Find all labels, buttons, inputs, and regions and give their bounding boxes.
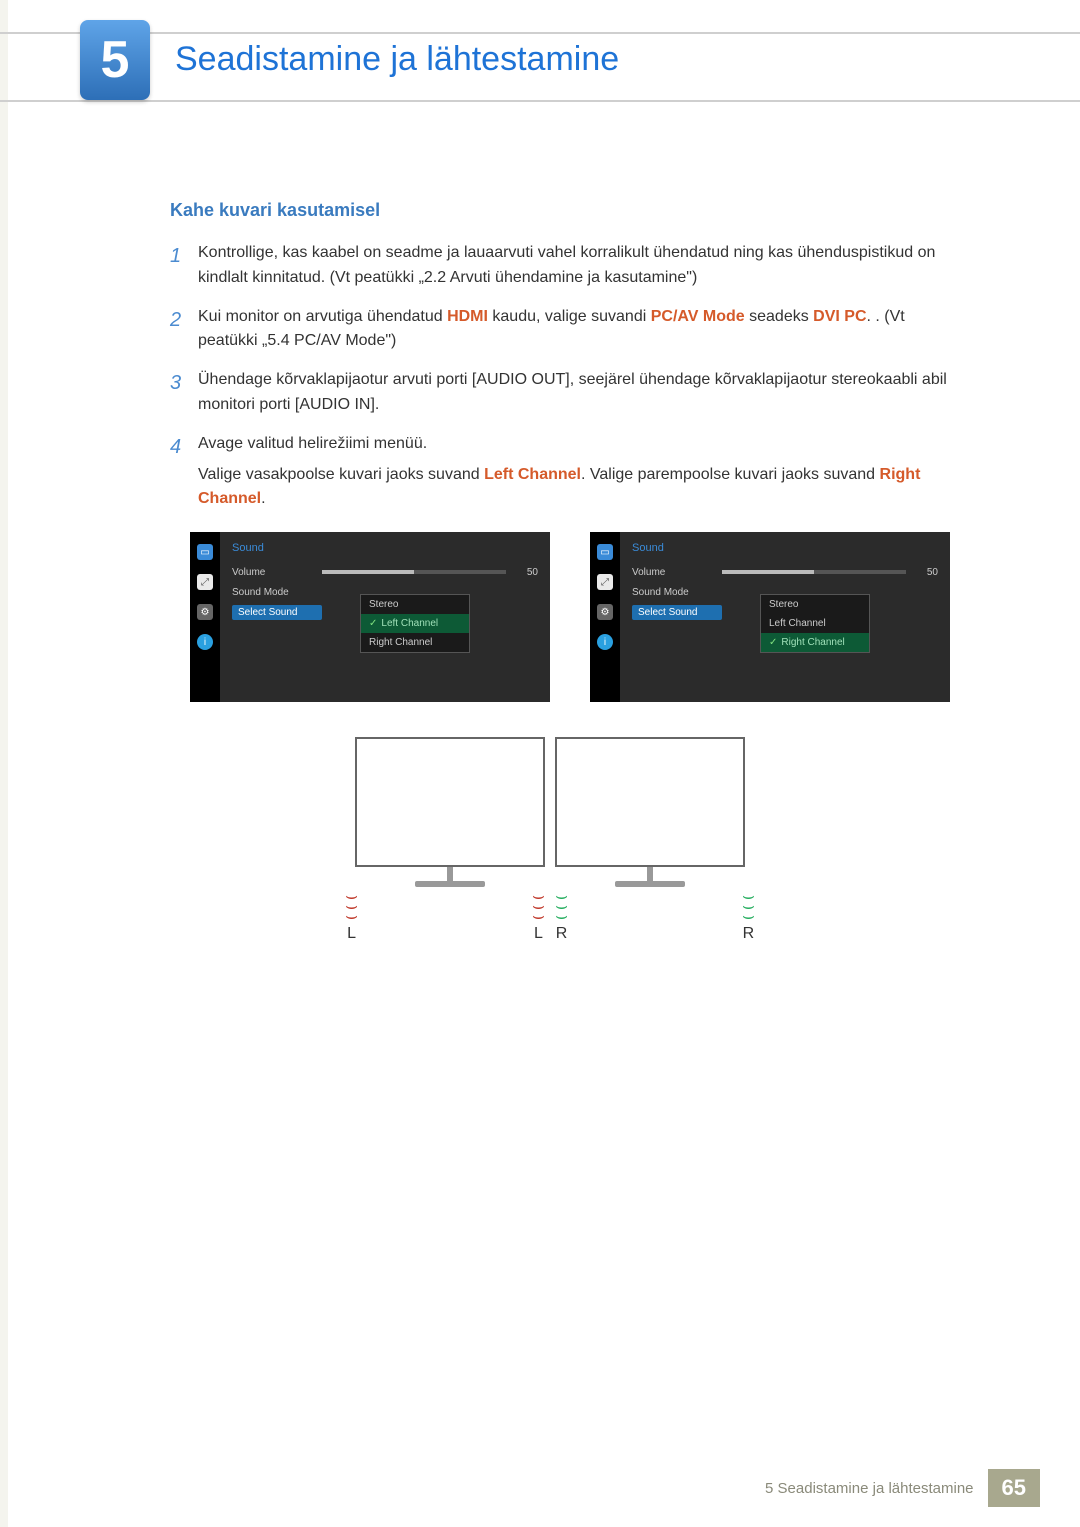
monitor-left xyxy=(355,737,545,887)
osd-option[interactable]: Stereo xyxy=(361,595,469,614)
sound-wave-icon: ⌣⌣⌣ xyxy=(532,891,545,921)
osd-option[interactable]: ✓ Left Channel xyxy=(361,614,469,633)
step-text: Kui monitor on arvutiga ühendatud xyxy=(198,308,447,325)
chapter-badge: 5 xyxy=(80,20,150,100)
osd-option-label: Stereo xyxy=(369,599,398,610)
info-icon[interactable]: i xyxy=(197,634,213,650)
step-number: 2 xyxy=(170,305,198,355)
osd-iconbar: ▭ ⤢ ⚙ i xyxy=(590,532,620,702)
speaker-label: L xyxy=(534,925,543,943)
sound-wave-icon: ⌣⌣⌣ xyxy=(742,891,755,921)
osd-option-label: Right Channel xyxy=(781,637,844,648)
osd-option-label: Stereo xyxy=(769,599,798,610)
volume-slider[interactable] xyxy=(722,570,906,574)
speaker-l-inner: ⌣⌣⌣ L xyxy=(532,891,545,943)
chapter-title: Seadistamine ja lähtestamine xyxy=(175,40,619,79)
check-icon: ✓ xyxy=(369,618,377,629)
osd-option[interactable]: ✓ Right Channel xyxy=(761,633,869,652)
step: 3Ühendage kõrvaklapijaotur arvuti porti … xyxy=(170,368,960,418)
speaker-r-outer: ⌣⌣⌣ R xyxy=(742,891,755,943)
step-text: Avage valitud helirežiimi menüü. xyxy=(198,435,427,452)
picture-icon[interactable]: ▭ xyxy=(597,544,613,560)
step-text: . Valige parempoolse kuvari jaoks suvand xyxy=(581,466,880,483)
step-body: Ühendage kõrvaklapijaotur arvuti porti [… xyxy=(198,368,960,418)
volume-value: 50 xyxy=(514,567,538,578)
osd-option[interactable]: Stereo xyxy=(761,595,869,614)
step-text: Ühendage kõrvaklapijaotur arvuti porti [… xyxy=(198,371,947,413)
osd-mode-label: Sound Mode xyxy=(632,587,722,598)
osd-option[interactable]: Left Channel xyxy=(761,614,869,633)
osd-volume-row[interactable]: Volume 50 xyxy=(232,562,538,582)
osd-title: Sound xyxy=(632,542,938,554)
step: 4Avage valitud helirežiimi menüü. Valige … xyxy=(170,432,960,512)
sound-wave-icon: ⌣⌣⌣ xyxy=(555,891,568,921)
osd-right: ▭⤢⚙iSoundVolume50Sound ModeSelect SoundS… xyxy=(590,532,950,702)
osd-main: Sound Volume 50 Sound Mode Select Sound Stere… xyxy=(620,532,950,702)
expand-icon[interactable]: ⤢ xyxy=(197,574,213,590)
footer: 5 Seadistamine ja lähtestamine 65 xyxy=(751,1469,1040,1507)
step-number: 4 xyxy=(170,432,198,512)
check-icon: ✓ xyxy=(769,637,777,648)
speakers-diagram: ⌣⌣⌣ L ⌣⌣⌣ L ⌣⌣⌣ R ⌣⌣⌣ R xyxy=(80,891,1020,943)
osd-volume-label: Volume xyxy=(232,567,322,578)
footer-text: 5 Seadistamine ja lähtestamine xyxy=(751,1472,987,1505)
osd-dropdown[interactable]: Stereo Left Channel ✓ Right Channel xyxy=(760,594,870,653)
osd-option[interactable]: Right Channel xyxy=(361,633,469,652)
speaker-l-outer: ⌣⌣⌣ L xyxy=(345,891,358,943)
osd-option-label: Right Channel xyxy=(369,637,432,648)
expand-icon[interactable]: ⤢ xyxy=(597,574,613,590)
step: 1Kontrollige, kas kaabel on seadme ja la… xyxy=(170,241,960,291)
step: 2Kui monitor on arvutiga ühendatud HDMI … xyxy=(170,305,960,355)
highlight-term: DVI PC xyxy=(813,308,866,325)
osd-select-label[interactable]: Select Sound xyxy=(232,605,322,620)
osd-option-label: Left Channel xyxy=(769,618,826,629)
osd-main: Sound Volume 50 Sound Mode Select Sound Stere… xyxy=(220,532,550,702)
speaker-r-inner: ⌣⌣⌣ R xyxy=(555,891,568,943)
page: 5 Seadistamine ja lähtestamine Kahe kuva… xyxy=(0,0,1080,1527)
step-text: Kontrollige, kas kaabel on seadme ja lau… xyxy=(198,244,935,286)
page-number: 65 xyxy=(988,1469,1040,1507)
gear-icon[interactable]: ⚙ xyxy=(197,604,213,620)
gear-icon[interactable]: ⚙ xyxy=(597,604,613,620)
osd-dropdown[interactable]: Stereo ✓ Left Channel Right Channel xyxy=(360,594,470,653)
osd-option-label: Left Channel xyxy=(381,618,438,629)
step-body: Kontrollige, kas kaabel on seadme ja lau… xyxy=(198,241,960,291)
highlight-term: PC/AV Mode xyxy=(651,308,745,325)
speaker-label: R xyxy=(556,925,568,943)
volume-value: 50 xyxy=(914,567,938,578)
monitor-diagram xyxy=(80,737,1020,887)
highlight-term: HDMI xyxy=(447,308,488,325)
volume-slider[interactable] xyxy=(322,570,506,574)
sound-wave-icon: ⌣⌣⌣ xyxy=(345,891,358,921)
speaker-label: R xyxy=(743,925,755,943)
step-text: . xyxy=(261,490,265,507)
steps-list: 1Kontrollige, kas kaabel on seadme ja la… xyxy=(170,241,960,512)
monitor-right xyxy=(555,737,745,887)
step-body: Kui monitor on arvutiga ühendatud HDMI k… xyxy=(198,305,960,355)
osd-volume-label: Volume xyxy=(632,567,722,578)
step-text: Valige vasakpoolse kuvari jaoks suvand xyxy=(198,466,484,483)
step-number: 3 xyxy=(170,368,198,418)
osd-volume-row[interactable]: Volume 50 xyxy=(632,562,938,582)
osd-row: ▭⤢⚙iSoundVolume50Sound ModeSelect SoundS… xyxy=(190,532,1020,702)
osd-select-label[interactable]: Select Sound xyxy=(632,605,722,620)
step-text: kaudu, valige suvandi xyxy=(488,308,651,325)
section-title: Kahe kuvari kasutamisel xyxy=(170,200,1020,221)
info-icon[interactable]: i xyxy=(597,634,613,650)
highlight-term: Left Channel xyxy=(484,466,581,483)
step-number: 1 xyxy=(170,241,198,291)
osd-iconbar: ▭ ⤢ ⚙ i xyxy=(190,532,220,702)
osd-mode-label: Sound Mode xyxy=(232,587,322,598)
picture-icon[interactable]: ▭ xyxy=(197,544,213,560)
chapter-number: 5 xyxy=(101,30,130,90)
osd-title: Sound xyxy=(232,542,538,554)
speaker-label: L xyxy=(347,925,356,943)
osd-left: ▭⤢⚙iSoundVolume50Sound ModeSelect SoundS… xyxy=(190,532,550,702)
step-text: seadeks xyxy=(745,308,813,325)
step-body: Avage valitud helirežiimi menüü. Valige v… xyxy=(198,432,960,512)
